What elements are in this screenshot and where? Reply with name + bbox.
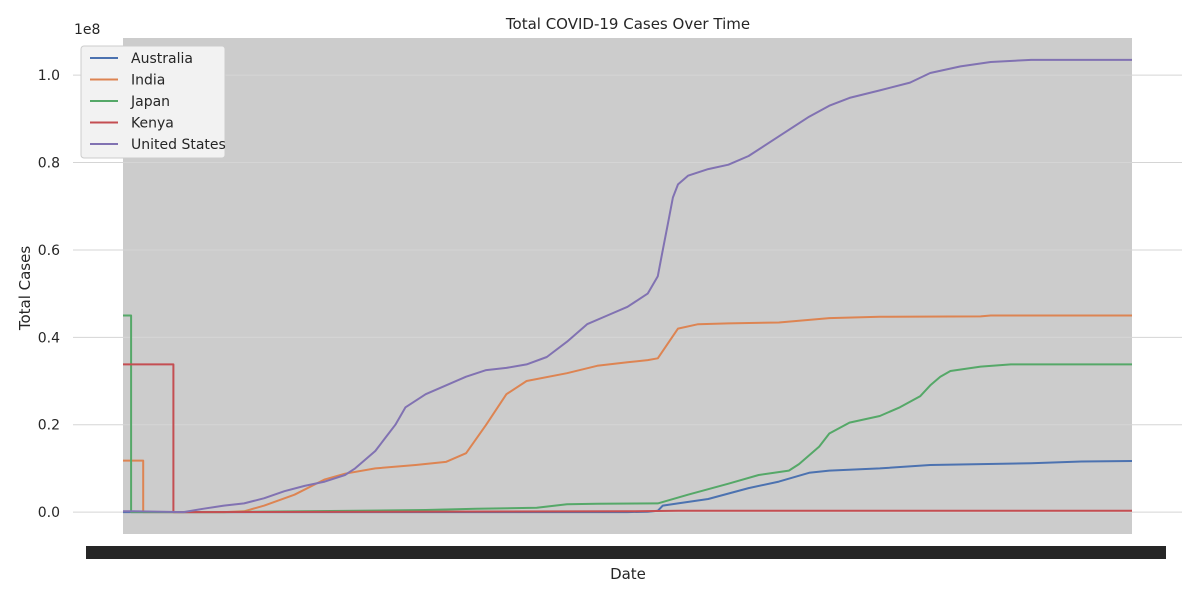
- plot-area-fill: [123, 38, 1132, 534]
- legend: Australia India Japan Kenya United States: [80, 45, 226, 159]
- y-tick-label: 0.2: [38, 418, 60, 434]
- legend-items: Australia India Japan Kenya United States: [90, 51, 226, 153]
- legend-label: Japan: [130, 94, 170, 110]
- chart-title: Total COVID-19 Cases Over Time: [505, 15, 750, 33]
- y-axis-offset-text: 1e8: [74, 22, 100, 38]
- x-axis-label: Date: [610, 565, 646, 583]
- legend-label: Kenya: [131, 116, 174, 132]
- legend-box: [80, 45, 226, 159]
- x-tick-labels: [86, 546, 1166, 559]
- x-tick-labels-dense: [86, 546, 1166, 559]
- y-axis-label: Total Cases: [16, 246, 34, 332]
- y-tick-label: 0.6: [38, 243, 60, 259]
- series-line-kenya: [123, 363, 1132, 514]
- y-tick-label: 0.0: [38, 505, 60, 521]
- legend-label: Australia: [131, 51, 193, 67]
- y-tick-label: 0.4: [38, 330, 60, 346]
- legend-label: United States: [131, 137, 226, 153]
- y-tick-label: 0.8: [38, 156, 60, 172]
- series-lines: [123, 58, 1133, 514]
- y-tick-label: 1.0: [38, 68, 60, 84]
- series-line-japan: [123, 314, 1132, 514]
- y-tick-labels: 0.0 0.2 0.4 0.6 0.8 1.0: [38, 68, 60, 521]
- series-line-united-states: [123, 58, 1132, 514]
- legend-label: India: [131, 73, 165, 89]
